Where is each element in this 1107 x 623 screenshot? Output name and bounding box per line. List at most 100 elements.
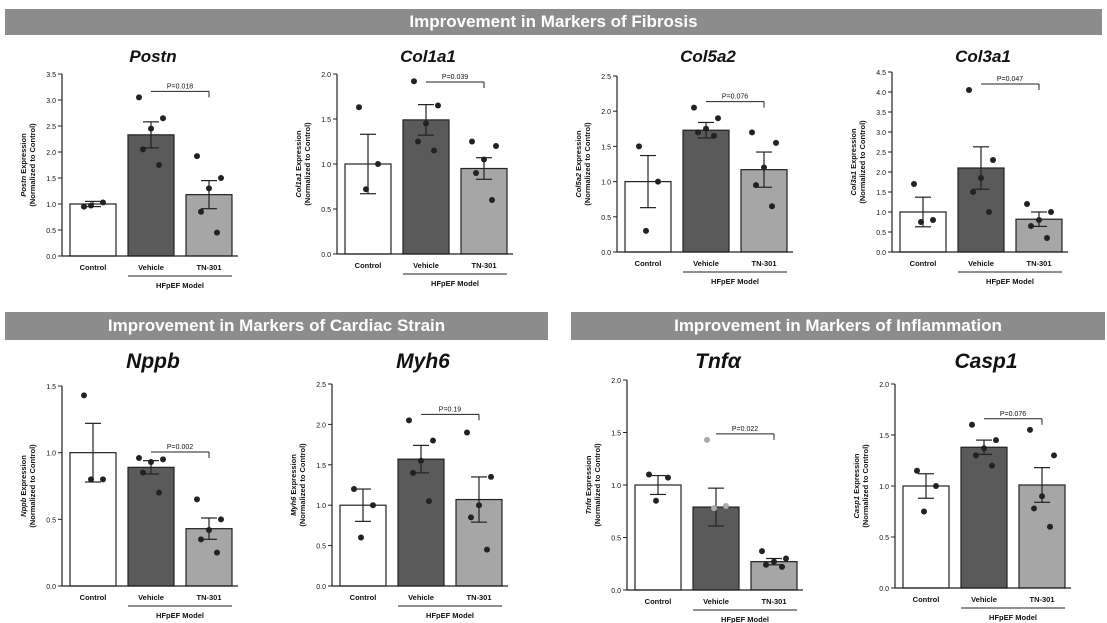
y-tick-label: 0.5 xyxy=(46,517,56,524)
y-axis-label: Nppb Expression xyxy=(19,455,28,517)
data-point xyxy=(160,115,166,122)
y-tick-label: 0.5 xyxy=(321,207,331,214)
p-value-label: P=0.19 xyxy=(439,406,461,413)
data-point xyxy=(484,546,490,553)
data-point xyxy=(930,217,936,223)
data-point xyxy=(473,170,479,176)
y-tick-label: 1.0 xyxy=(321,162,331,169)
data-point xyxy=(753,182,759,189)
data-point xyxy=(749,129,755,136)
group-label: HFpEF Model xyxy=(431,279,479,288)
data-point xyxy=(1036,217,1042,223)
data-point xyxy=(489,197,495,203)
data-point xyxy=(156,162,162,168)
y-tick-label: 1.5 xyxy=(879,433,889,440)
chart-title: Myh6 xyxy=(396,350,450,373)
data-point xyxy=(665,474,671,481)
y-axis-label: Col3a1 Expression xyxy=(849,128,858,196)
chart-6: Tnfα 0.0 0.5 1.0 1.5 2.0 Tnfα Expression (Norma… xyxy=(584,350,803,623)
data-point xyxy=(653,497,659,504)
y-axis-label-suffix: Expression xyxy=(574,130,583,173)
y-tick-label: 2.0 xyxy=(316,422,326,429)
data-point xyxy=(711,505,717,512)
category-label: TN-301 xyxy=(1026,259,1051,268)
chart-4: Nppb 0.0 0.5 1.0 1.5 Nppb Expression (Normaliz… xyxy=(19,350,238,620)
group-label: HFpEF Model xyxy=(986,277,1034,286)
y-tick-label: 0.0 xyxy=(876,250,886,257)
y-tick-label: 0.0 xyxy=(879,586,889,593)
category-label: Control xyxy=(635,259,662,268)
y-axis-label-line2: (Normalized to Control) xyxy=(583,122,592,206)
data-point xyxy=(476,502,482,509)
bar-vehicle xyxy=(960,446,1008,589)
data-point xyxy=(469,138,475,145)
y-tick-label: 2.0 xyxy=(46,150,56,157)
data-point xyxy=(1048,209,1054,215)
data-point xyxy=(981,445,987,452)
data-point xyxy=(921,508,927,515)
bar-vehicle xyxy=(397,458,445,587)
data-point xyxy=(160,456,166,463)
data-point xyxy=(1027,426,1033,433)
data-point xyxy=(468,514,474,521)
chart-2: Col5a2 0.0 0.5 1.0 1.5 2.0 2.5 Col5a2 Expressio… xyxy=(574,47,793,286)
data-point xyxy=(986,209,992,215)
bar-control xyxy=(902,485,950,589)
y-axis-label-gene: Casp1 xyxy=(852,496,861,519)
data-point xyxy=(1047,523,1053,530)
y-axis-label: Col5a2 Expression xyxy=(574,130,583,198)
category-label: TN-301 xyxy=(761,597,786,606)
chart-5: Myh6 0.0 0.5 1.0 1.5 2.0 2.5 Myh6 Expression (No… xyxy=(289,350,508,620)
chart-7: Casp1 0.0 0.5 1.0 1.5 2.0 Casp1 Expression (Nor… xyxy=(852,350,1071,622)
y-tick-label: 0.0 xyxy=(601,250,611,257)
data-point xyxy=(783,555,789,562)
category-label: TN-301 xyxy=(466,593,491,602)
data-point xyxy=(1039,493,1045,500)
category-label: TN-301 xyxy=(1029,595,1054,604)
data-point xyxy=(723,503,729,509)
data-point xyxy=(423,120,429,127)
y-tick-label: 1.5 xyxy=(321,117,331,124)
y-tick-label: 2.5 xyxy=(601,74,611,81)
y-tick-label: 1.0 xyxy=(879,484,889,491)
chart-title: Col1a1 xyxy=(400,47,456,66)
group-label: HFpEF Model xyxy=(156,281,204,290)
y-axis-label-line2: (Normalized to Control) xyxy=(593,443,602,527)
data-point xyxy=(426,498,432,505)
data-point xyxy=(1051,452,1057,459)
y-tick-label: 1.5 xyxy=(316,463,326,470)
banner-fibrosis: Improvement in Markers of Fibrosis xyxy=(5,9,1102,35)
chart-title: Nppb xyxy=(126,350,180,373)
data-point xyxy=(206,527,212,533)
data-point xyxy=(136,94,142,101)
bar-control xyxy=(69,203,117,257)
category-label: Vehicle xyxy=(703,597,729,606)
y-tick-label: 3.0 xyxy=(876,130,886,137)
y-tick-label: 1.5 xyxy=(876,190,886,197)
y-axis-label: Myh6 Expression xyxy=(289,454,298,516)
data-point xyxy=(218,516,224,523)
group-label: HFpEF Model xyxy=(426,611,474,620)
bar-vehicle xyxy=(127,134,175,257)
y-tick-label: 1.5 xyxy=(601,144,611,151)
data-point xyxy=(88,202,94,209)
data-point xyxy=(993,437,999,444)
data-point xyxy=(140,469,146,476)
y-axis-label-line2: (Normalized to Control) xyxy=(298,443,307,527)
bar-tn301 xyxy=(460,167,508,255)
p-value-label: P=0.018 xyxy=(167,83,193,90)
y-tick-label: 1.0 xyxy=(46,451,56,458)
group-label: HFpEF Model xyxy=(989,613,1037,622)
data-point xyxy=(370,502,376,509)
data-point xyxy=(771,558,777,565)
data-point xyxy=(435,102,441,109)
data-point xyxy=(148,125,154,132)
y-tick-label: 0.5 xyxy=(611,536,621,543)
y-axis-label-line2: (Normalized to Control) xyxy=(28,123,37,207)
data-point xyxy=(773,139,779,146)
data-point xyxy=(481,156,487,163)
bar-control xyxy=(634,484,682,591)
y-tick-label: 2.0 xyxy=(611,378,621,385)
data-point xyxy=(769,203,775,210)
p-value-label: P=0.076 xyxy=(1000,411,1026,418)
